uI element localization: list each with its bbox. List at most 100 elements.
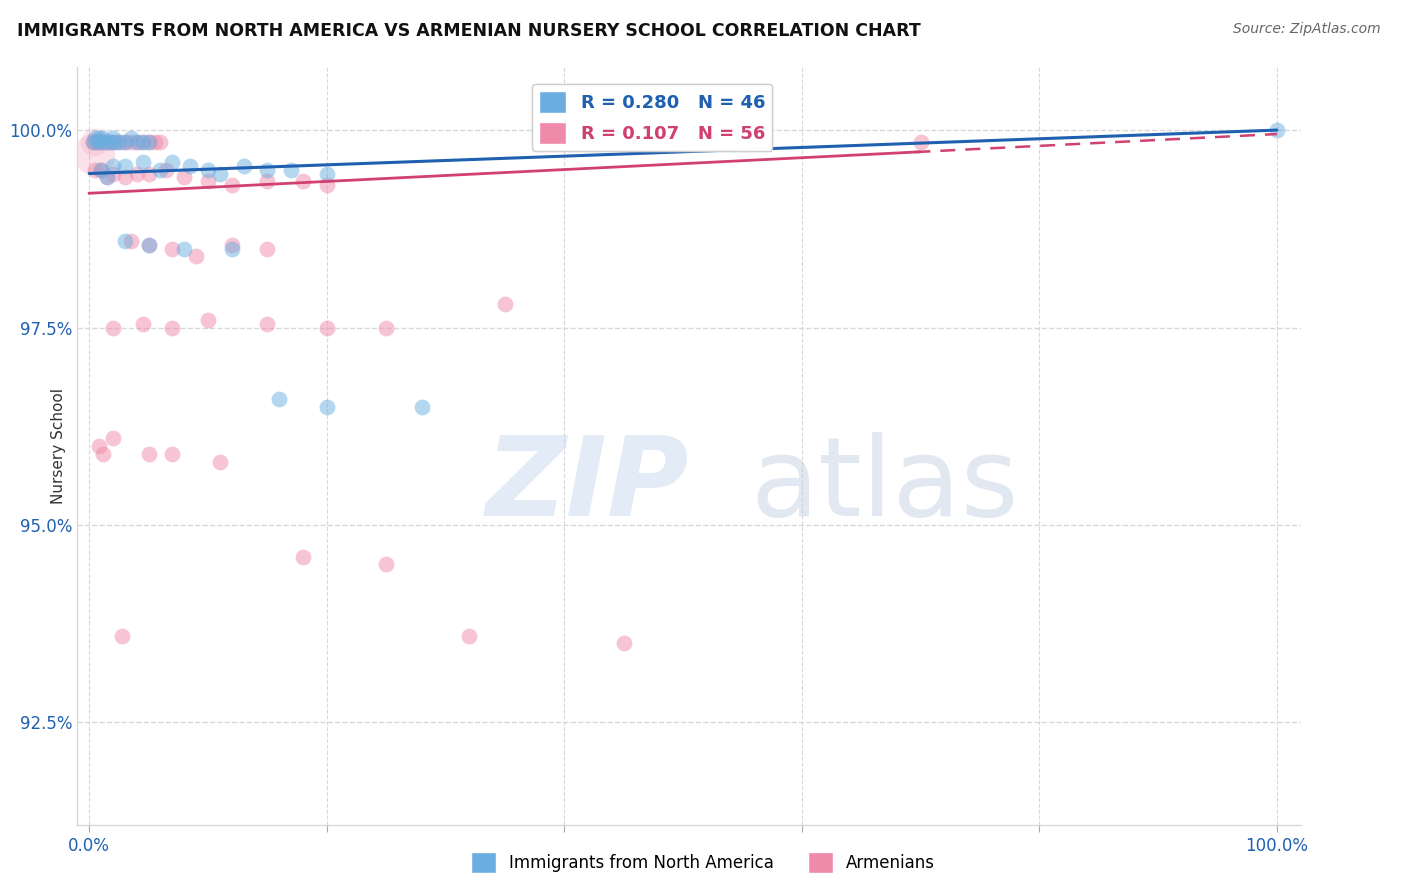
Point — [458, 629, 481, 643]
Point — [197, 312, 219, 326]
Point — [138, 167, 160, 181]
Point — [83, 146, 105, 161]
Point — [114, 135, 136, 149]
Point — [208, 167, 231, 181]
Point — [232, 159, 254, 173]
Point — [87, 439, 110, 453]
Point — [84, 135, 107, 149]
Point — [494, 297, 516, 311]
Point — [138, 447, 160, 461]
Point — [143, 135, 166, 149]
Point — [315, 167, 337, 181]
Point — [108, 135, 131, 149]
Point — [87, 131, 110, 145]
Point — [291, 174, 314, 188]
Point — [86, 135, 108, 149]
Point — [256, 317, 278, 331]
Point — [114, 159, 136, 173]
Point — [613, 636, 636, 650]
Point — [93, 135, 115, 149]
Point — [84, 131, 107, 145]
Point — [149, 162, 172, 177]
Point — [731, 135, 754, 149]
Point — [179, 159, 201, 173]
Point — [96, 135, 118, 149]
Text: ZIP: ZIP — [486, 432, 690, 539]
Point — [100, 135, 122, 149]
Text: IMMIGRANTS FROM NORTH AMERICA VS ARMENIAN NURSERY SCHOOL CORRELATION CHART: IMMIGRANTS FROM NORTH AMERICA VS ARMENIA… — [17, 22, 921, 40]
Point — [131, 135, 153, 149]
Point — [101, 135, 124, 149]
Point — [910, 135, 932, 149]
Point — [101, 320, 124, 334]
Point — [96, 170, 118, 185]
Point — [93, 131, 115, 145]
Point — [96, 135, 118, 149]
Point — [162, 320, 184, 334]
Legend: Immigrants from North America, Armenians: Immigrants from North America, Armenians — [464, 846, 942, 880]
Point — [125, 167, 148, 181]
Point — [138, 135, 160, 149]
Point — [256, 174, 278, 188]
Point — [1265, 123, 1288, 137]
Point — [291, 549, 314, 564]
Text: atlas: atlas — [751, 432, 1019, 539]
Point — [120, 234, 142, 248]
Point — [197, 174, 219, 188]
Point — [131, 135, 153, 149]
Point — [108, 135, 131, 149]
Point — [90, 162, 112, 177]
Point — [84, 162, 107, 177]
Point — [138, 135, 160, 149]
Point — [93, 447, 115, 461]
Point — [111, 629, 134, 643]
Point — [101, 431, 124, 445]
Point — [256, 162, 278, 177]
Point — [120, 135, 142, 149]
Point — [104, 135, 127, 149]
Point — [90, 162, 112, 177]
Point — [86, 135, 108, 149]
Point — [101, 131, 124, 145]
Point — [125, 135, 148, 149]
Point — [375, 558, 398, 572]
Point — [82, 135, 104, 149]
Point — [114, 234, 136, 248]
Point — [96, 170, 118, 185]
Y-axis label: Nursery School: Nursery School — [51, 388, 66, 504]
Point — [173, 170, 195, 185]
Point — [100, 135, 122, 149]
Point — [131, 154, 153, 169]
Point — [280, 162, 302, 177]
Point — [315, 320, 337, 334]
Point — [315, 178, 337, 193]
Point — [173, 242, 195, 256]
Point — [256, 242, 278, 256]
Point — [208, 455, 231, 469]
Point — [90, 135, 112, 149]
Point — [101, 159, 124, 173]
Point — [221, 242, 243, 256]
Point — [138, 237, 160, 252]
Point — [114, 135, 136, 149]
Point — [131, 317, 153, 331]
Point — [114, 170, 136, 185]
Point — [184, 249, 207, 263]
Point — [155, 162, 177, 177]
Point — [411, 400, 433, 414]
Point — [162, 242, 184, 256]
Point — [221, 178, 243, 193]
Point — [82, 135, 104, 149]
Point — [138, 237, 160, 252]
Point — [375, 320, 398, 334]
Point — [90, 135, 112, 149]
Point — [269, 392, 291, 406]
Point — [221, 237, 243, 252]
Point — [197, 162, 219, 177]
Point — [125, 135, 148, 149]
Point — [162, 447, 184, 461]
Point — [149, 135, 172, 149]
Point — [315, 400, 337, 414]
Point — [83, 135, 105, 149]
Text: Source: ZipAtlas.com: Source: ZipAtlas.com — [1233, 22, 1381, 37]
